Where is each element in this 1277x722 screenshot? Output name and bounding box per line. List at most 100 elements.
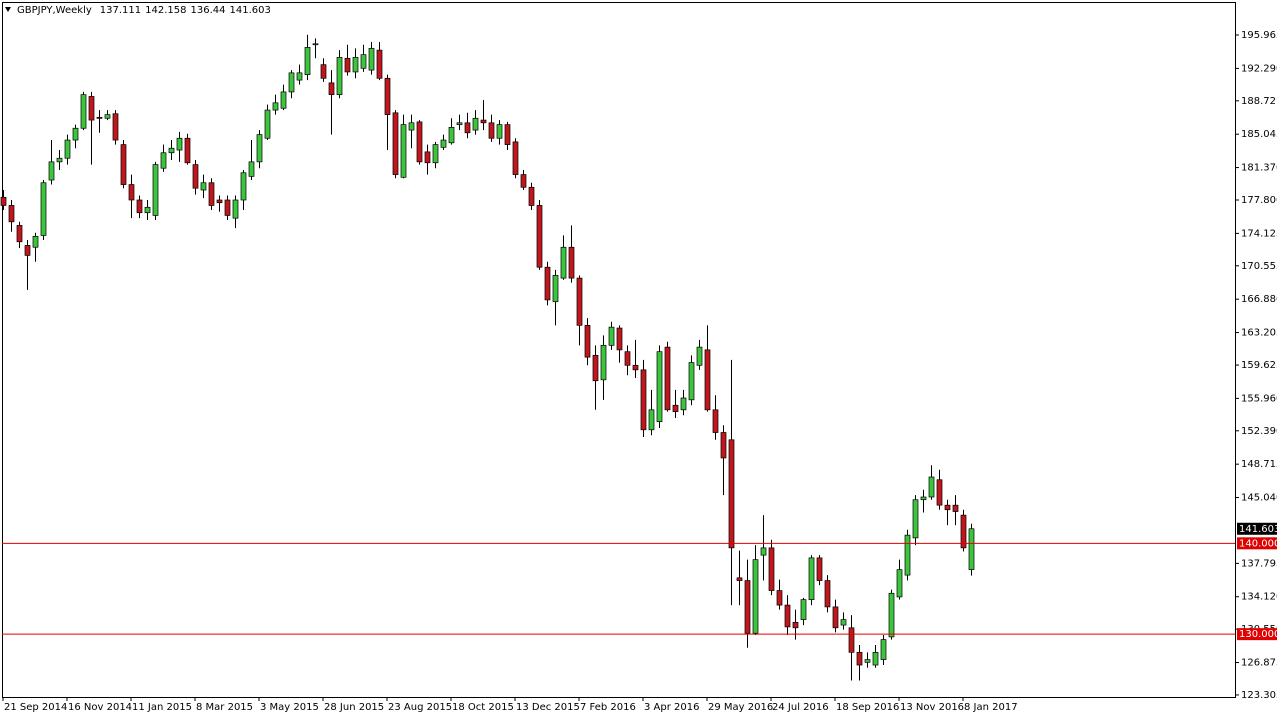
x-tick-label: 21 Sep 2014 [4,702,67,713]
candle-body [760,547,767,556]
candle-body [448,126,455,144]
candle-body [680,397,687,411]
candle-body [656,351,663,422]
candle-body [752,559,759,634]
candle-body [208,182,215,206]
y-tick-label: 192.290 [1241,63,1277,74]
candle-body [104,114,111,119]
collapse-arrow [5,7,11,12]
x-tick-label: 18 Sep 2016 [836,702,899,713]
y-tick-label: 163.205 [1241,328,1277,339]
candle-body [392,112,399,175]
candle-body [552,275,559,303]
candle-body [848,627,855,653]
candle-body [56,157,63,163]
candle-body [512,141,519,175]
candle-body [904,534,911,576]
candle-body [80,94,87,129]
candle-body [456,122,463,125]
x-tick-label: 13 Dec 2015 [516,702,580,713]
candle-body [704,349,711,411]
candle-body [72,127,79,141]
candle-body [928,476,935,498]
candle-body [744,580,751,634]
candle-body [240,172,247,201]
candle-body [224,199,231,216]
candle-body [40,182,47,236]
x-tick-label: 8 Jan 2017 [964,702,1018,713]
candle-body [696,346,703,366]
candle-body [792,621,799,629]
x-tick-label: 8 Mar 2015 [196,702,253,713]
y-tick-label: 181.370 [1241,163,1277,174]
candle-body [672,404,679,412]
candle-body [176,137,183,151]
candle-body [544,266,551,301]
candle-body [328,82,335,95]
x-tick-label: 7 Feb 2016 [580,702,636,713]
candle-body [216,199,223,204]
y-tick-label: 159.625 [1241,360,1277,371]
candle-body [560,246,567,279]
ohlc-low: 136.44 [191,5,226,16]
candle-body [416,121,423,163]
candle-body [424,151,431,164]
candle-body [152,164,159,216]
candle-body [872,651,879,666]
level-label: 130.000 [1239,629,1277,640]
candle-body [608,326,615,346]
candle-body [24,245,31,256]
candle-body [376,49,383,79]
ohlc-close: 141.603 [230,5,271,16]
candle-body [488,122,495,139]
candle-body [688,362,695,401]
candle-body [912,499,919,539]
candle-body [360,54,367,69]
y-tick-label: 123.305 [1241,690,1277,701]
candle-body [616,327,623,351]
y-tick-label: 174.125 [1241,228,1277,239]
candle-body [312,43,319,46]
candle-body [88,96,95,121]
level-label-box [1237,628,1277,641]
candle-body [632,364,639,371]
level-label: 140.000 [1239,538,1277,549]
candle-body [936,479,943,506]
candle-body [816,557,823,581]
candle-body [120,144,127,185]
candle-body [496,124,503,139]
y-tick-label: 177.800 [1241,195,1277,206]
candle-body [352,57,359,73]
candle-body [296,72,303,81]
x-tick-label: 16 Nov 2014 [68,702,132,713]
candle-body [48,161,55,181]
x-tick-label: 23 Aug 2015 [388,702,452,713]
candle-body [864,659,871,663]
symbol: GBPJPY,Weekly [17,5,92,16]
candle-body [472,117,479,131]
candle-body [288,72,295,93]
candle-body [504,124,511,145]
candle-body [384,77,391,115]
candle-body [136,199,143,214]
chart-title: GBPJPY,Weekly 137.111 142.158 136.44 141.603 [17,5,271,16]
x-tick-label: 3 Apr 2016 [644,702,699,713]
candle-body [824,580,831,608]
candle-body [128,184,135,201]
y-tick-label: 170.555 [1241,261,1277,272]
candle-body [800,599,807,620]
candle-body [320,64,327,79]
current-price-box [1237,522,1277,535]
candle-body [536,205,543,268]
candle-body [640,369,647,431]
candle-body [712,409,719,433]
candle-body [776,590,783,606]
candle-body [464,122,471,134]
candle-body [344,57,351,73]
x-tick-label: 3 May 2015 [260,702,319,713]
candle-body [432,144,439,164]
y-tick-label: 185.045 [1241,129,1277,140]
candle-body [720,432,727,459]
x-tick-label: 24 Jul 2016 [772,702,829,713]
